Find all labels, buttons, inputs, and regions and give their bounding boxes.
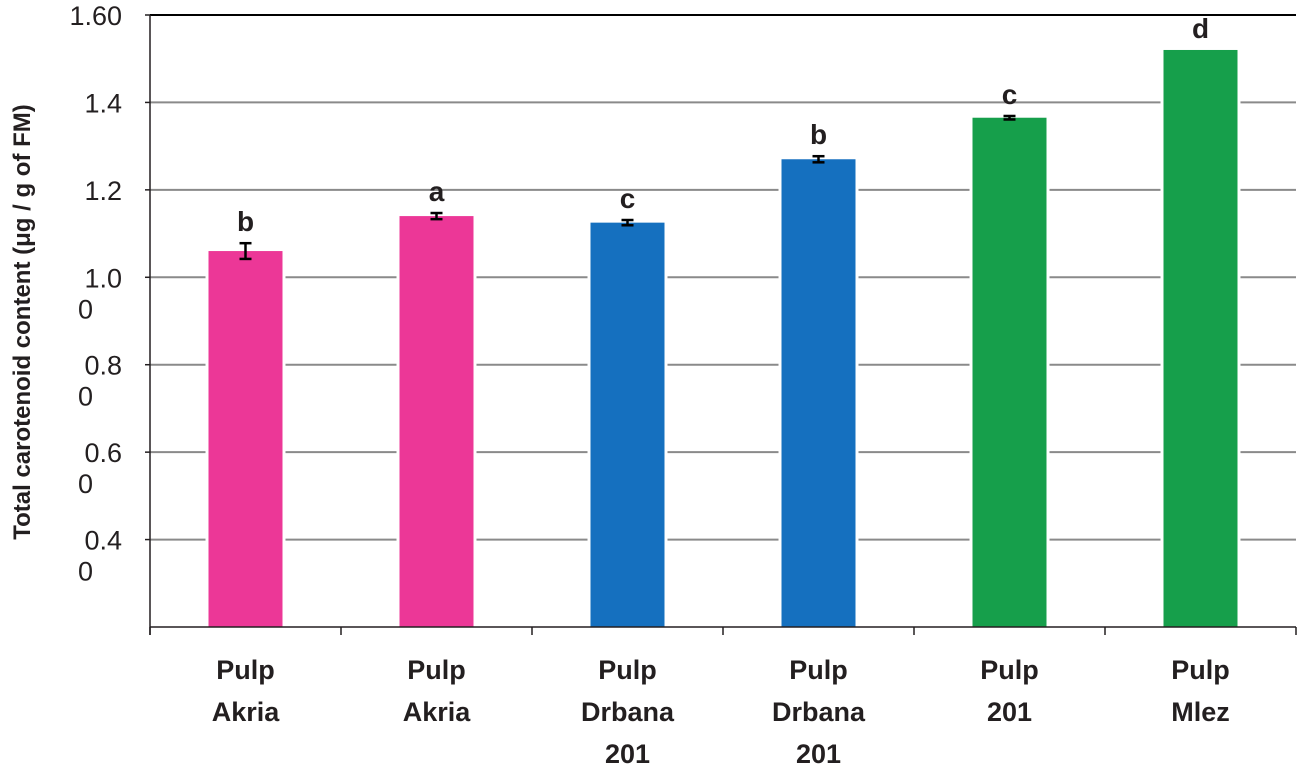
bar xyxy=(781,159,856,627)
x-tick-label-line: Mlez xyxy=(1171,697,1230,727)
x-tick-label-line: Pulp xyxy=(1171,655,1230,685)
axes-group xyxy=(145,14,1297,635)
bar xyxy=(972,117,1047,627)
bar xyxy=(399,216,474,628)
x-tick-label-line: Akria xyxy=(212,697,281,727)
significance-letter: b xyxy=(237,206,254,237)
y-tick-labels: 1.601.41.21.0 00.8 00.6 00.4 0 xyxy=(69,1,122,587)
x-tick-label: Pulp Akria xyxy=(403,655,472,727)
gridlines xyxy=(150,14,1296,541)
x-tick-label-line: 201 xyxy=(987,697,1032,727)
x-tick-label-line: Pulp xyxy=(598,655,657,685)
x-tick-label: Pulp 201 xyxy=(980,655,1039,727)
x-tick-label-line: Pulp xyxy=(980,655,1039,685)
x-tick-label-line: Drbana xyxy=(581,697,675,727)
x-tick-label-line: Pulp xyxy=(789,655,848,685)
y-tick-label-line: 1.60 xyxy=(69,1,122,31)
y-tick-label: 0.4 0 xyxy=(78,526,122,587)
y-tick-label-line: 0 xyxy=(78,469,93,499)
x-tick-label: Pulp Drbana 201 xyxy=(581,655,675,769)
bar xyxy=(590,222,665,627)
significance-letter: c xyxy=(620,183,636,214)
x-tick-label: Pulp Mlez xyxy=(1171,655,1230,727)
significance-letter: a xyxy=(429,176,445,207)
x-tick-label-line: Pulp xyxy=(216,655,275,685)
y-axis-label: Total carotenoid content (μg / g of FM) xyxy=(9,104,36,540)
bar xyxy=(1163,49,1238,627)
x-tick-label-line: 201 xyxy=(796,739,841,769)
x-tick-labels: Pulp Akria Pulp Akria Pulp Drbana 201 Pulp Drban… xyxy=(212,655,1230,769)
y-tick-label-line: 1.2 xyxy=(84,176,122,206)
x-tick-label-line: Drbana xyxy=(772,697,866,727)
y-tick-label-line: 0 xyxy=(78,382,93,412)
x-tick-label: Pulp Akria xyxy=(212,655,281,727)
y-tick-label: 1.0 0 xyxy=(78,263,122,324)
bars-group: b a c b c d xyxy=(205,13,1241,628)
significance-letter: d xyxy=(1192,13,1209,44)
y-tick-label-line: 0.6 xyxy=(84,438,122,468)
bar xyxy=(208,251,283,628)
significance-letter: c xyxy=(1002,79,1018,110)
y-tick-label-line: 0 xyxy=(78,294,93,324)
y-tick-label-line: 0.4 xyxy=(84,526,122,556)
x-tick-label-line: Akria xyxy=(403,697,472,727)
y-tick-label: 0.6 0 xyxy=(78,438,122,499)
y-tick-label-line: 0 xyxy=(78,557,93,587)
y-tick-label: 0.8 0 xyxy=(78,351,122,412)
x-tick-label-line: 201 xyxy=(605,739,650,769)
y-tick-label: 1.4 xyxy=(84,88,122,118)
y-tick-label: 1.60 xyxy=(69,1,122,31)
significance-letter: b xyxy=(810,119,827,150)
y-tick-label: 1.2 xyxy=(84,176,122,206)
y-tick-label-line: 1.0 xyxy=(84,263,122,293)
y-tick-label-line: 1.4 xyxy=(84,88,122,118)
x-tick-label-line: Pulp xyxy=(407,655,466,685)
y-tick-label-line: 0.8 xyxy=(84,351,122,381)
x-tick-label: Pulp Drbana 201 xyxy=(772,655,866,769)
